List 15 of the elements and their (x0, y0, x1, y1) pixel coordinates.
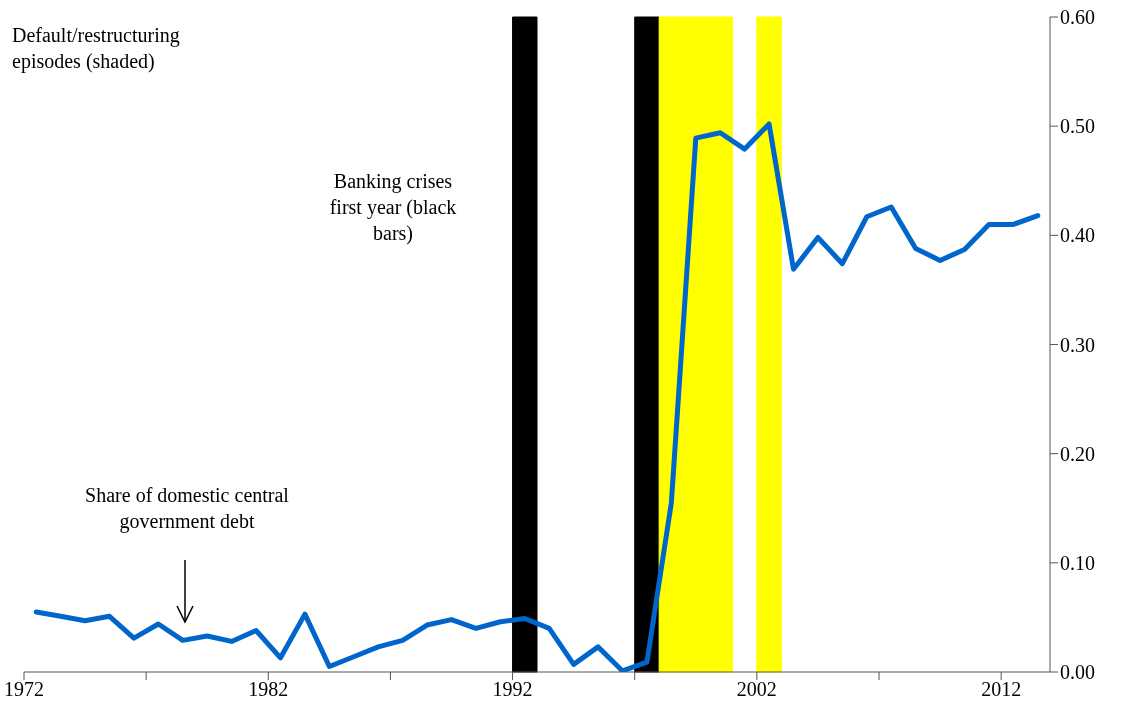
y-tick-label: 0.10 (1060, 551, 1095, 574)
x-tick-label: 1982 (248, 678, 289, 701)
y-tick-label: 0.60 (1060, 6, 1095, 29)
annotation: Default/restructuring episodes (shaded) (12, 23, 181, 74)
x-tick-label: 1992 (492, 678, 533, 701)
y-tick-label: 0.50 (1060, 115, 1095, 138)
y-tick-label: 0.40 (1060, 224, 1095, 247)
x-tick-label: 2002 (736, 678, 777, 701)
y-tick-label: 0.00 (1060, 661, 1095, 684)
annotation: Banking crises first year (black bars) (328, 169, 458, 246)
y-tick-label: 0.20 (1060, 442, 1095, 465)
x-tick-label: 2012 (981, 678, 1022, 701)
y-tick-label: 0.30 (1060, 333, 1095, 356)
annotation: Share of domestic central government debt (84, 483, 290, 534)
x-tick-label: 1972 (4, 678, 44, 701)
